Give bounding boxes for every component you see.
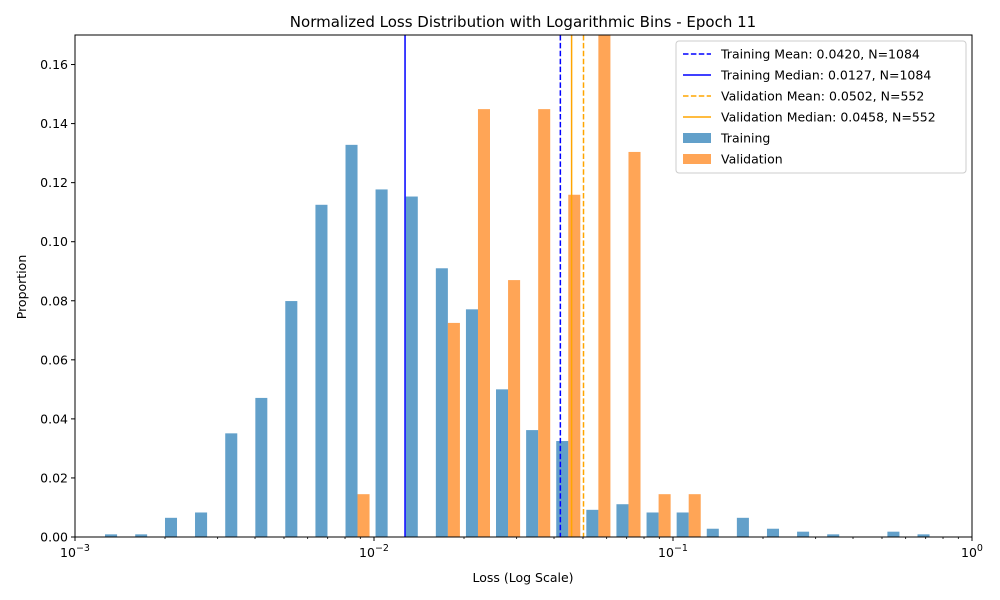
bar-validation-19 [658, 494, 671, 537]
legend-label: Training [720, 131, 770, 146]
legend-box [675, 40, 967, 174]
bar-training-21 [706, 528, 719, 537]
bar-validation-18 [628, 151, 641, 537]
bar-training-20 [676, 512, 689, 537]
legend-swatch-training [683, 133, 711, 143]
legend-label: Validation Mean: 0.0502, N=552 [721, 89, 924, 104]
bars-layer [105, 35, 930, 538]
y-axis-label: Proportion [14, 255, 29, 320]
bar-validation-15 [538, 109, 551, 538]
bar-training-13 [465, 309, 478, 537]
x-tick-label: 10−2 [359, 543, 389, 560]
bar-training-27 [887, 531, 900, 537]
x-axis: 10−3 10−2 10−1 100 [60, 537, 983, 560]
bar-training-3 [165, 517, 178, 537]
bar-training-19 [646, 512, 659, 537]
y-tick-label: 0.14 [40, 116, 68, 131]
x-axis-label: Loss (Log Scale) [472, 570, 573, 585]
bar-training-28 [917, 534, 930, 537]
y-tick-label: 0.10 [40, 234, 68, 249]
bar-training-11 [405, 196, 418, 537]
bar-training-9 [345, 144, 358, 537]
bar-validation-17 [598, 35, 611, 537]
y-tick-label: 0.16 [40, 57, 68, 72]
y-tick-label: 0.02 [40, 470, 68, 485]
bar-training-7 [285, 301, 298, 537]
legend-swatch-validation [683, 154, 711, 164]
bar-validation-14 [508, 280, 521, 537]
bar-training-2 [135, 534, 148, 537]
legend-label: Validation Median: 0.0458, N=552 [721, 110, 936, 125]
legend-label: Training Mean: 0.0420, N=1084 [720, 47, 920, 62]
x-tick-label: 10−1 [658, 543, 688, 560]
bar-training-22 [736, 517, 749, 537]
bar-training-14 [496, 389, 509, 537]
y-axis: 0.00 0.02 0.04 0.06 0.08 0.10 0.12 0.14 0.16 [40, 57, 75, 545]
bar-training-24 [797, 531, 810, 537]
bar-training-23 [766, 528, 780, 537]
y-tick-label: 0.00 [40, 530, 68, 545]
legend: Training Mean: 0.0420, N=1084 Training Me… [675, 40, 967, 174]
x-tick-label: 100 [961, 543, 983, 560]
bar-validation-9 [357, 494, 370, 537]
bar-training-15 [526, 430, 539, 537]
bar-training-1 [105, 534, 118, 537]
y-tick-label: 0.04 [40, 411, 68, 426]
bar-training-25 [827, 534, 840, 537]
legend-label: Training Median: 0.0127, N=1084 [720, 68, 931, 83]
legend-label: Validation [721, 152, 783, 167]
y-tick-label: 0.08 [40, 293, 68, 308]
bar-training-4 [195, 512, 208, 537]
bar-training-17 [586, 509, 599, 537]
bar-validation-12 [447, 322, 460, 537]
bar-validation-13 [477, 109, 490, 538]
bar-training-6 [255, 397, 268, 537]
chart-title: Normalized Loss Distribution with Logari… [290, 13, 756, 31]
bar-training-8 [315, 204, 328, 538]
bar-validation-20 [688, 494, 701, 537]
bar-training-16 [556, 441, 569, 537]
x-tick-label: 10−3 [60, 543, 90, 560]
reference-lines-layer [404, 35, 585, 537]
plot-frame [74, 34, 973, 538]
y-tick-label: 0.06 [40, 352, 68, 367]
y-tick-label: 0.12 [40, 175, 68, 190]
bar-training-5 [225, 433, 238, 537]
bar-training-10 [375, 189, 388, 537]
bar-training-18 [616, 504, 629, 537]
bar-training-12 [435, 268, 448, 537]
bar-validation-16 [568, 194, 581, 537]
